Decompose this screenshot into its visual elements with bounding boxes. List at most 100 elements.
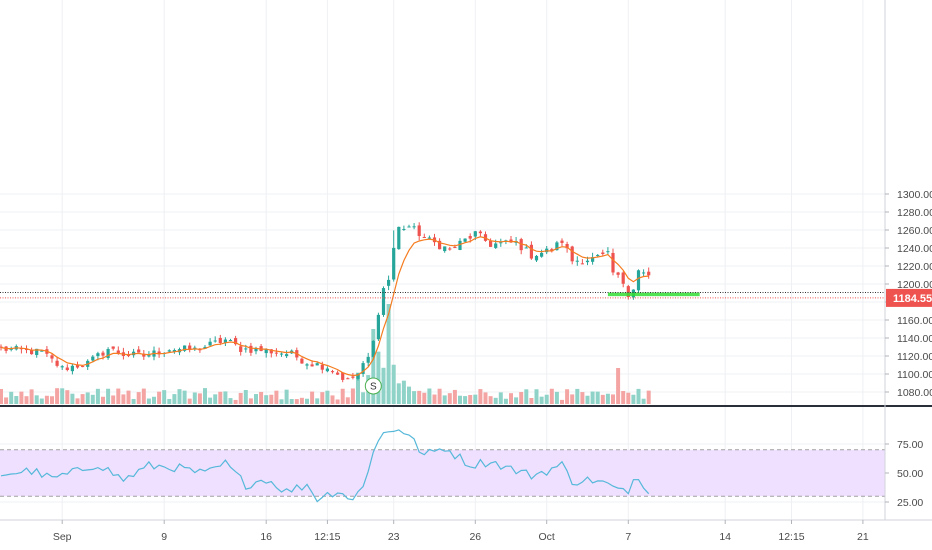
split-marker-label: S: [370, 382, 377, 393]
candle-body: [285, 354, 289, 357]
volume-bar: [539, 396, 544, 404]
candle-body: [70, 365, 74, 372]
volume-bar: [514, 397, 519, 404]
candle-body: [626, 286, 630, 298]
volume-bar: [162, 390, 167, 404]
candle-body: [75, 364, 80, 368]
volume-bar: [136, 392, 141, 404]
candle-body: [381, 288, 386, 315]
volume-bar: [595, 391, 600, 404]
volume-bar: [391, 364, 396, 404]
volume-bar: [503, 398, 508, 404]
volume-bar: [299, 397, 304, 404]
time-tick-label: 14: [719, 531, 731, 543]
candle-body: [305, 364, 309, 366]
candle-body: [213, 340, 217, 342]
volume-bar: [50, 396, 54, 404]
candle-body: [351, 376, 355, 378]
candle-body: [397, 226, 401, 250]
volume-bar: [0, 388, 3, 404]
candle-body: [509, 239, 513, 243]
volume-bar: [70, 393, 75, 404]
time-tick-label: 26: [469, 531, 481, 543]
rsi-axis[interactable]: 75.00 50.00 25.00: [885, 439, 923, 509]
volume-bar: [187, 398, 192, 404]
volume-bar: [157, 391, 162, 404]
candle-body: [310, 364, 314, 367]
volume-bar: [585, 395, 590, 404]
volume-bar: [641, 398, 646, 404]
candle-body: [361, 363, 365, 374]
split-marker[interactable]: S: [364, 377, 382, 395]
volume-bar: [560, 399, 564, 404]
support-zone[interactable]: [607, 292, 700, 297]
volume-bar: [483, 392, 488, 404]
volume-bar: [9, 391, 14, 404]
candle-body: [208, 341, 212, 346]
volume-bar: [131, 398, 136, 404]
candle-body: [560, 240, 564, 243]
volume-bar: [396, 383, 401, 404]
split-marker-circle[interactable]: [364, 377, 382, 395]
price-tick-label: 1240.00: [897, 243, 932, 255]
price-tick-label: 1300.00: [897, 189, 932, 201]
price-tick-label: 1080.00: [897, 387, 932, 399]
volume-bar: [228, 398, 233, 404]
price-tick-label: 1280.00: [897, 207, 932, 219]
volume-bar: [478, 389, 483, 404]
volume-bar: [646, 390, 651, 404]
candle-body: [188, 345, 192, 350]
candle-body: [499, 242, 503, 244]
candle-body: [249, 345, 253, 353]
candle-body: [356, 373, 360, 379]
volume-bar: [565, 389, 570, 404]
candle-body: [106, 349, 110, 359]
volume-bar: [172, 394, 177, 404]
volume-bar: [218, 391, 223, 404]
candle-body: [330, 371, 335, 373]
candle-body: [9, 348, 13, 350]
candle-body: [60, 366, 64, 368]
candle-body: [203, 346, 207, 349]
candle-body: [417, 225, 421, 237]
volume-bar: [55, 388, 60, 404]
time-axis[interactable]: Sep 9 16 12:15 23 26 Oct 7 14 12:15 21: [53, 520, 869, 543]
volume-bar: [65, 390, 70, 404]
volume-bar: [203, 388, 207, 404]
volume-bar: [111, 395, 116, 404]
candle-body: [601, 252, 605, 255]
volume-bar: [473, 394, 478, 404]
price-tick-label: 1200.00: [897, 279, 932, 291]
last-price-label-text: 1184.55: [893, 293, 932, 305]
volume-bar: [361, 392, 366, 404]
candle-body: [126, 355, 131, 357]
candle-body: [529, 244, 533, 259]
candle-body: [111, 346, 115, 349]
volume-bar: [350, 388, 355, 404]
volume-bar: [182, 390, 187, 404]
volume-bar: [524, 389, 529, 404]
price-tick-label: 1260.00: [897, 225, 932, 237]
candle-body: [35, 348, 39, 355]
volume-bar: [80, 394, 85, 404]
candle-body: [24, 349, 29, 351]
candle-body: [494, 243, 498, 248]
candle-body: [50, 355, 54, 359]
candle-body: [524, 247, 528, 249]
volume-bar: [44, 395, 49, 404]
rsi-line: [0, 429, 650, 503]
candle-body: [438, 240, 442, 250]
candle-body: [473, 231, 477, 237]
candle-body: [239, 346, 243, 352]
volume-bar: [101, 396, 105, 404]
volume-bar: [468, 394, 473, 404]
volume-bar: [192, 392, 197, 404]
moving-average-line: [0, 236, 649, 377]
volume-bar: [376, 351, 381, 404]
time-tick-label: 21: [857, 531, 869, 543]
volume-bar: [417, 390, 422, 404]
volume-bar: [447, 393, 452, 404]
candle-body: [468, 236, 472, 239]
volume-bar: [243, 390, 248, 404]
